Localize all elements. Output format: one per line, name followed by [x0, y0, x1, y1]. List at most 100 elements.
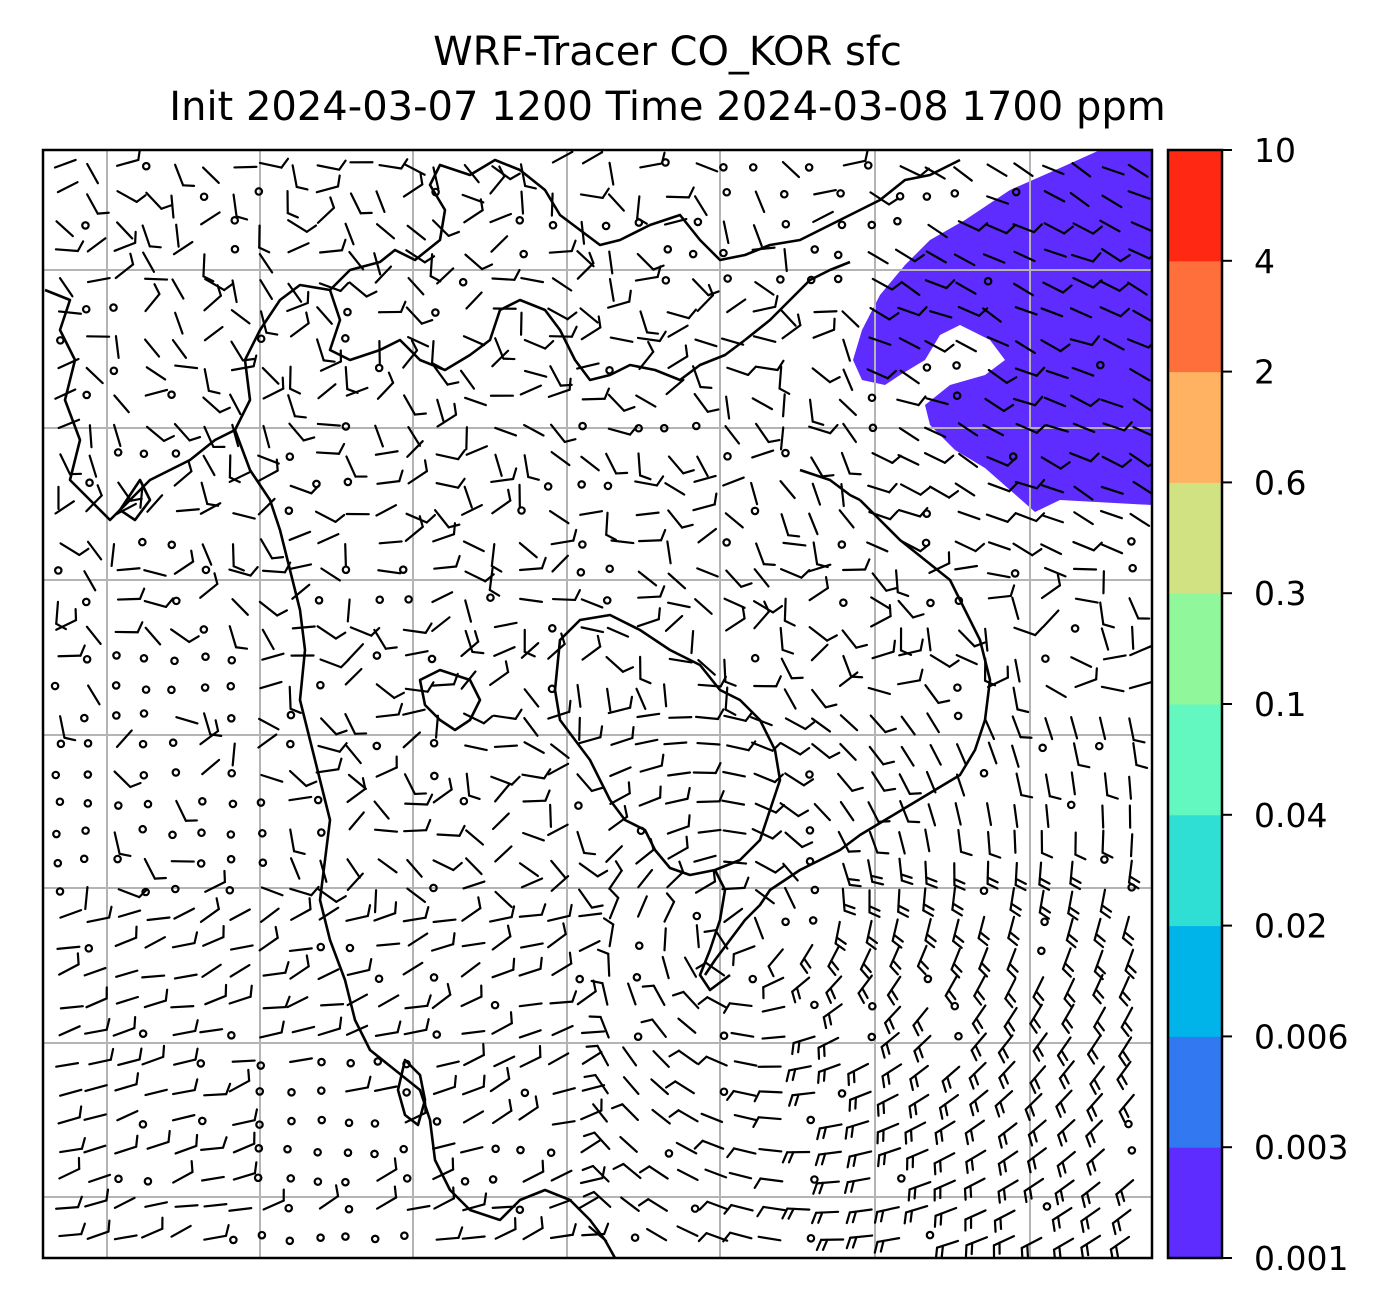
- wind-barb-feather: [718, 790, 725, 803]
- wind-barb-feather: [871, 880, 885, 886]
- wind-barb: [721, 886, 746, 891]
- wind-barb: [259, 680, 283, 690]
- wind-barb: [145, 366, 167, 381]
- calm-circle: [578, 540, 587, 549]
- wind-barb-feather: [394, 901, 398, 915]
- wind-barb: [432, 166, 440, 190]
- calm-circle: [109, 366, 119, 376]
- calm-circle: [516, 1145, 525, 1155]
- wind-barb: [54, 388, 77, 400]
- wind-barb: [635, 848, 655, 865]
- calm-circle: [316, 942, 326, 952]
- wind-barb-feather: [788, 1094, 794, 1107]
- wind-barb: [634, 480, 658, 487]
- wind-barb: [170, 1224, 192, 1238]
- wind-barb: [318, 1195, 340, 1210]
- calm-circle: [837, 540, 847, 549]
- wind-barb-feather: [723, 1203, 733, 1215]
- wind-barb: [639, 764, 663, 773]
- wind-barb-feather: [726, 1147, 736, 1159]
- wind-barb: [647, 1198, 668, 1212]
- wind-barb: [320, 717, 338, 736]
- coastline-china-east: [233, 429, 617, 1258]
- wind-barb-feather: [781, 1151, 789, 1164]
- wind-barb-feather: [914, 1074, 919, 1088]
- calm-circle: [691, 421, 701, 431]
- wind-barb-feather: [482, 715, 494, 725]
- wind-barb: [433, 509, 450, 529]
- wind-barb: [780, 513, 790, 537]
- wind-barb-feather: [289, 707, 302, 715]
- wind-barb-feather: [288, 387, 302, 395]
- wind-barb-feather: [678, 860, 685, 874]
- wind-barb: [842, 368, 854, 392]
- calm-circle: [402, 1088, 411, 1097]
- wind-barb: [115, 969, 139, 978]
- calm-circle: [114, 801, 123, 810]
- wind-barb: [520, 877, 544, 889]
- wind-barb: [287, 242, 310, 254]
- wind-barb-feather: [889, 510, 899, 521]
- wind-barb: [289, 1057, 313, 1064]
- wind-barb: [667, 572, 687, 590]
- wind-barb: [465, 772, 471, 797]
- wind-barb: [1132, 425, 1152, 437]
- wind-barb: [462, 1110, 485, 1124]
- wind-barb: [519, 163, 527, 188]
- wind-barb: [580, 220, 586, 245]
- wind-barb: [694, 880, 717, 894]
- calm-circle: [719, 1087, 729, 1097]
- wind-barb: [1040, 584, 1062, 600]
- wind-barb: [593, 1131, 611, 1151]
- wind-barb-feather: [1001, 1046, 1009, 1059]
- wind-barb: [957, 220, 980, 232]
- coastline-bohai: [328, 289, 746, 382]
- wind-barb-feather: [877, 820, 891, 823]
- wind-barb: [290, 908, 312, 921]
- wind-barb: [1085, 1119, 1104, 1138]
- wind-barb-feather: [854, 1096, 857, 1110]
- wind-barb: [866, 368, 889, 380]
- wind-barb-feather: [446, 381, 460, 386]
- wind-barb: [878, 1147, 902, 1157]
- wind-barb: [638, 350, 655, 371]
- wind-barb: [1015, 772, 1023, 797]
- wind-barb: [1040, 307, 1064, 318]
- wind-barb: [59, 1147, 84, 1154]
- wind-barb: [523, 338, 547, 350]
- calm-circle: [79, 854, 89, 864]
- wind-barb-feather: [524, 184, 537, 190]
- wind-barb: [812, 541, 819, 566]
- wind-barb: [808, 563, 832, 573]
- wind-barb: [319, 1003, 345, 1007]
- wind-barb: [663, 217, 688, 226]
- wind-barb: [170, 1005, 195, 1009]
- wind-barb: [817, 1063, 841, 1074]
- calm-circle: [1100, 855, 1109, 864]
- wind-barb: [550, 859, 567, 879]
- calm-circle: [83, 739, 93, 748]
- wind-barb: [56, 181, 79, 194]
- wind-barb: [144, 936, 166, 949]
- calm-circle: [923, 974, 933, 984]
- wind-barb: [871, 771, 886, 792]
- calm-circle: [254, 187, 264, 196]
- wind-barb: [724, 512, 744, 529]
- wind-barb: [578, 912, 603, 918]
- wind-barb: [405, 512, 428, 524]
- wind-barb-feather: [1003, 1025, 1012, 1037]
- calm-circle: [664, 1149, 674, 1158]
- calm-circle: [1041, 654, 1050, 663]
- wind-barb: [464, 744, 488, 752]
- wind-barb-feather: [900, 879, 914, 886]
- tracer-plume: [853, 150, 1152, 512]
- wind-barb-feather: [816, 1127, 821, 1141]
- wind-barb: [780, 657, 793, 680]
- wind-barb: [547, 823, 569, 837]
- wind-barb: [88, 454, 98, 478]
- wind-barb-feather: [919, 486, 931, 496]
- wind-barb: [373, 628, 387, 650]
- wind-barb: [316, 306, 333, 325]
- calm-circle: [343, 307, 352, 317]
- wind-barb-feather: [998, 1076, 1005, 1090]
